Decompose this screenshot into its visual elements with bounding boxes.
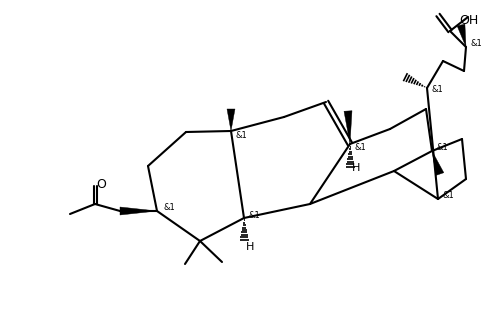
Text: H: H: [352, 163, 360, 173]
Text: &1: &1: [354, 143, 366, 151]
Text: &1: &1: [248, 210, 260, 219]
Text: &1: &1: [163, 203, 175, 213]
Text: &1: &1: [436, 143, 448, 153]
Text: H: H: [246, 242, 254, 252]
Text: &1: &1: [235, 132, 247, 140]
Text: &1: &1: [431, 85, 443, 95]
Text: O: O: [96, 177, 106, 191]
Polygon shape: [432, 151, 444, 175]
Polygon shape: [120, 207, 157, 215]
Text: &1: &1: [442, 192, 454, 201]
Text: &1: &1: [470, 40, 482, 48]
Polygon shape: [227, 109, 235, 131]
Polygon shape: [457, 24, 466, 47]
Polygon shape: [344, 111, 352, 144]
Text: OH: OH: [460, 14, 479, 26]
